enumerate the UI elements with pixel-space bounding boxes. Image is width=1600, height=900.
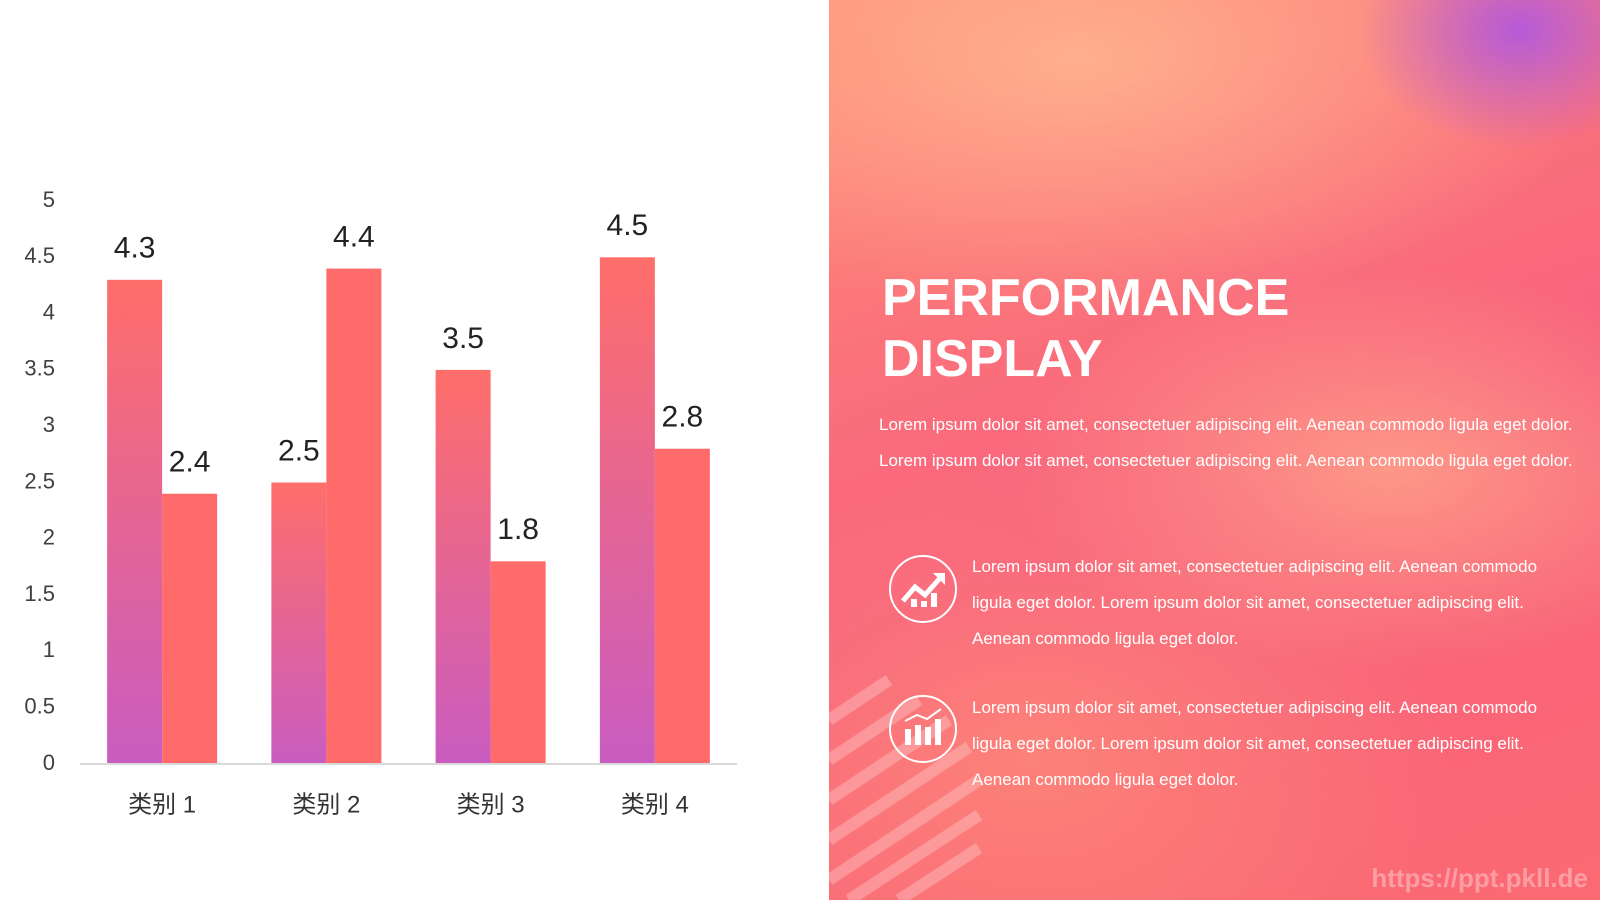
bar bbox=[162, 493, 218, 764]
bar bbox=[654, 448, 710, 764]
bar bbox=[435, 369, 491, 764]
bar bbox=[326, 268, 382, 764]
title-line: PERFORMANCE bbox=[882, 269, 1290, 327]
y-tick-label: 1.5 bbox=[24, 581, 55, 606]
bar-icon bbox=[889, 695, 957, 763]
x-tick-label: 类别 1 bbox=[128, 791, 196, 818]
decoration bbox=[829, 675, 983, 900]
y-tick-label: 2 bbox=[43, 525, 55, 550]
data-label: 4.3 bbox=[114, 232, 156, 265]
intro-text: Lorem ipsum dolor sit amet, consectetuer… bbox=[879, 415, 1573, 470]
y-tick-label: 2.5 bbox=[24, 468, 55, 493]
chart: 0 0.5 1 1.5 2 2.5 3 3.5 4 4.5 5 类别 1 4.3 2.4 类别 2 2.5 4.… bbox=[24, 187, 737, 818]
data-label: 2.8 bbox=[662, 401, 704, 434]
text-panel: PERFORMANCE DISPLAY Lorem ipsum dolor si… bbox=[829, 0, 1600, 900]
y-tick-label: 0.5 bbox=[24, 694, 55, 719]
bar bbox=[490, 561, 546, 764]
item-text: Lorem ipsum dolor sit amet, consectetuer… bbox=[972, 557, 1538, 648]
growth-icon bbox=[889, 555, 957, 623]
title-line: DISPLAY bbox=[882, 330, 1103, 388]
x-tick-label: 类别 2 bbox=[292, 791, 360, 818]
data-label: 3.5 bbox=[442, 322, 484, 355]
watermark: https://ppt.pkll.de bbox=[1371, 863, 1588, 893]
data-label: 1.8 bbox=[497, 513, 539, 546]
bar bbox=[107, 279, 163, 764]
y-tick-label: 0 bbox=[43, 750, 55, 775]
data-label: 2.5 bbox=[278, 434, 320, 467]
x-tick-label: 类别 4 bbox=[621, 791, 689, 818]
item-text: Lorem ipsum dolor sit amet, consectetuer… bbox=[972, 698, 1538, 789]
data-label: 2.4 bbox=[169, 446, 211, 479]
bar bbox=[271, 482, 327, 764]
data-label: 4.4 bbox=[333, 220, 375, 253]
data-label: 4.5 bbox=[607, 209, 649, 242]
y-tick-label: 4 bbox=[43, 299, 55, 324]
y-tick-label: 3 bbox=[43, 412, 55, 437]
y-tick-label: 5 bbox=[43, 187, 55, 212]
y-tick-label: 1 bbox=[43, 637, 55, 662]
x-tick-label: 类别 3 bbox=[457, 791, 525, 818]
y-tick-label: 4.5 bbox=[24, 243, 55, 268]
y-tick-label: 3.5 bbox=[24, 356, 55, 381]
bar bbox=[599, 257, 655, 764]
